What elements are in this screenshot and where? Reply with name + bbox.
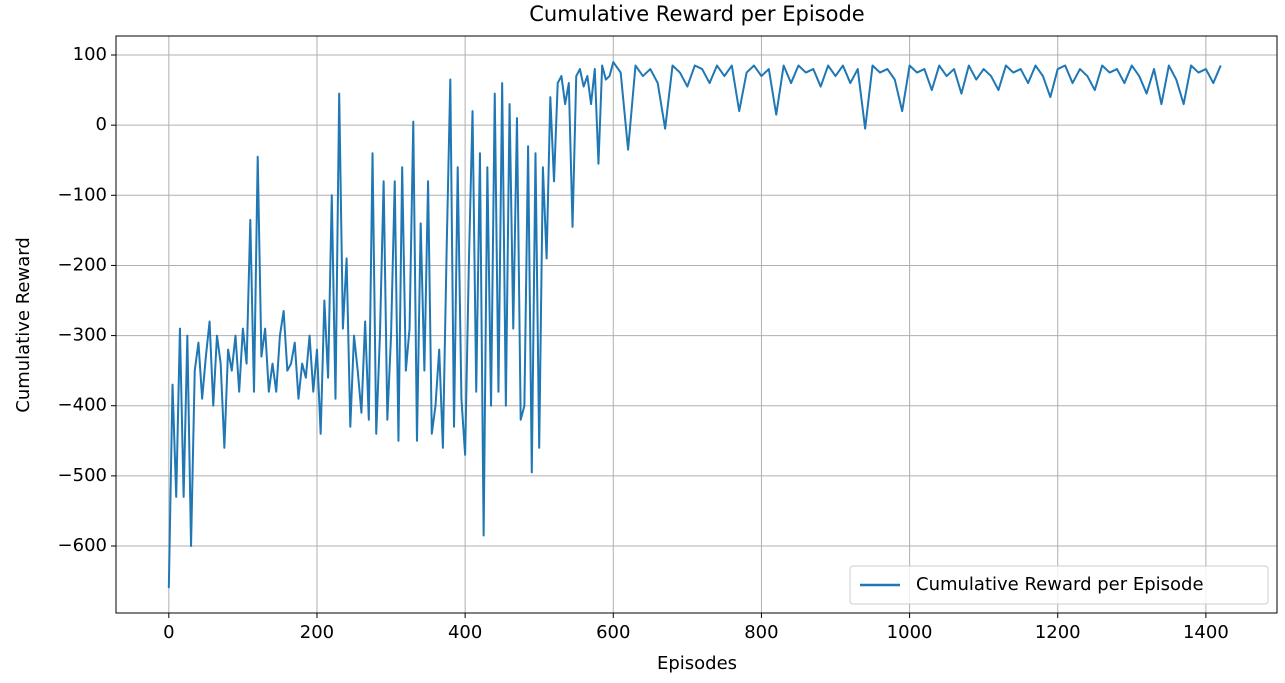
y-tick-label: −300	[58, 325, 107, 346]
y-tick-label: −200	[58, 254, 107, 275]
y-tick-label: −100	[58, 184, 107, 205]
x-tick-label: 1200	[1035, 622, 1081, 643]
plot-frame	[115, 35, 1278, 614]
legend-box	[849, 565, 1269, 605]
legend: Cumulative Reward per Episode	[849, 565, 1269, 605]
x-tick-label: 1000	[887, 622, 933, 643]
y-tick-label: −600	[58, 535, 107, 556]
data-line	[167, 61, 1222, 589]
x-tick-label: 800	[744, 622, 778, 643]
legend-label: Cumulative Reward per Episode	[916, 574, 1204, 595]
x-tick-label: 600	[596, 622, 630, 643]
x-tick-label: 0	[163, 622, 174, 643]
x-axis-label: Episodes	[657, 653, 737, 674]
y-tick-label: −500	[58, 465, 107, 486]
y-tick-label: −400	[58, 395, 107, 416]
x-tick-label: 200	[300, 622, 334, 643]
x-tick-label: 400	[448, 622, 482, 643]
x-tick-label: 1400	[1183, 622, 1229, 643]
y-tick-label: 0	[96, 114, 107, 135]
y-tick-label: 100	[73, 44, 107, 65]
chart-title: Cumulative Reward per Episode	[529, 2, 864, 26]
y-axis-label: Cumulative Reward	[13, 237, 34, 413]
